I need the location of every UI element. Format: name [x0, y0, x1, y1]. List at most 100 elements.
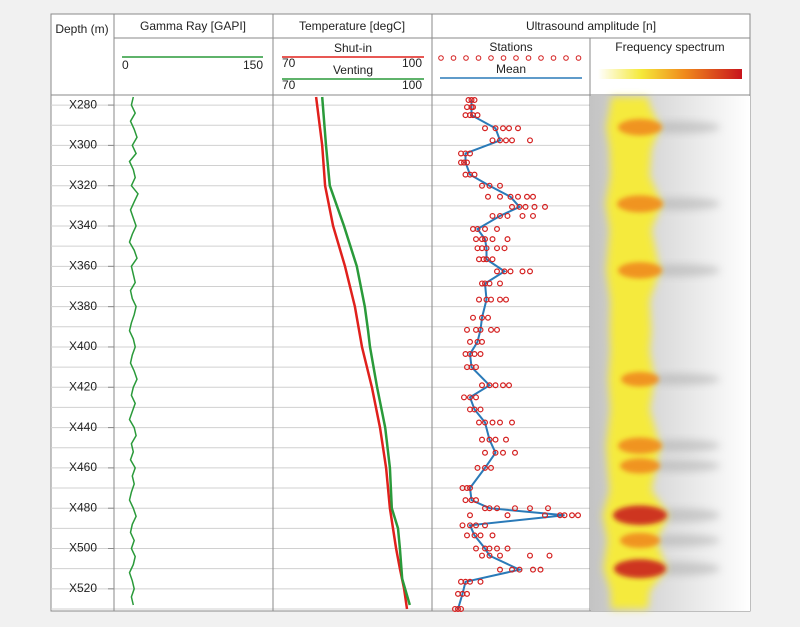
station-point — [529, 566, 536, 573]
station-point — [537, 566, 544, 573]
station-point — [467, 485, 474, 492]
station-point — [488, 296, 495, 303]
mean-line — [457, 100, 565, 610]
station-point — [482, 419, 489, 426]
station-point — [501, 245, 508, 252]
station-point — [529, 212, 536, 219]
station-point — [473, 236, 480, 243]
x-tick-label: 100 — [402, 56, 422, 70]
station-point — [511, 505, 518, 512]
station-point — [458, 605, 465, 612]
station-point — [477, 578, 484, 585]
legend-label: Mean — [496, 62, 526, 76]
station-point — [500, 382, 507, 389]
station-point — [516, 203, 523, 210]
y-tick-label: X520 — [69, 581, 97, 595]
station-point — [474, 464, 481, 471]
spectrum-peak — [620, 458, 660, 474]
legend-symbol — [475, 55, 482, 61]
station-point — [489, 137, 496, 144]
station-point — [509, 137, 516, 144]
station-point — [464, 159, 471, 166]
station-point — [574, 512, 581, 519]
spectrum-peak — [613, 505, 667, 525]
station-point — [506, 382, 513, 389]
station-point — [541, 203, 548, 210]
station-point — [526, 137, 533, 144]
station-point — [509, 566, 516, 573]
track-title: Ultrasound amplitude [n] — [526, 19, 656, 33]
x-tick-label: 70 — [282, 56, 296, 70]
station-point — [494, 226, 501, 233]
station-point — [497, 419, 504, 426]
y-tick-label: X440 — [69, 420, 97, 434]
station-point — [471, 171, 478, 178]
station-point — [474, 112, 481, 119]
station-point — [526, 505, 533, 512]
station-point — [541, 512, 548, 519]
station-point — [501, 268, 508, 275]
station-point — [507, 193, 514, 200]
station-point — [482, 226, 489, 233]
station-point — [503, 296, 510, 303]
station-point — [489, 419, 496, 426]
legend-symbol — [525, 55, 532, 61]
station-point — [497, 193, 504, 200]
station-point — [455, 605, 462, 612]
station-point — [494, 326, 501, 333]
station-point — [474, 226, 481, 233]
station-point — [514, 193, 521, 200]
legend-symbol — [575, 55, 582, 61]
station-point — [482, 449, 489, 456]
y-tick-label: X460 — [69, 460, 97, 474]
station-point — [494, 505, 501, 512]
spectrum-peak — [621, 371, 659, 387]
station-point — [492, 449, 499, 456]
station-point — [522, 203, 529, 210]
legend-label: Stations — [489, 40, 532, 54]
station-point — [504, 512, 511, 519]
station-point — [546, 552, 553, 559]
log-curve — [314, 96, 409, 610]
station-point — [467, 578, 474, 585]
station-point — [467, 112, 474, 119]
station-point — [482, 125, 489, 132]
station-point — [506, 125, 513, 132]
station-point — [459, 522, 466, 529]
station-point — [476, 419, 483, 426]
station-point — [471, 406, 478, 413]
station-point — [544, 505, 551, 512]
station-point — [477, 326, 484, 333]
station-point — [458, 159, 465, 166]
station-point — [476, 296, 483, 303]
station-point — [509, 419, 516, 426]
station-point — [479, 236, 486, 243]
legend-symbol — [563, 55, 569, 61]
x-tick-label: 70 — [282, 78, 296, 92]
station-point — [492, 382, 499, 389]
station-point — [568, 512, 575, 519]
station-point — [531, 203, 538, 210]
spectrum-band — [602, 97, 669, 609]
station-point — [479, 314, 486, 321]
station-point — [479, 338, 486, 345]
station-point — [452, 605, 459, 612]
station-point — [465, 97, 472, 104]
station-point — [519, 268, 526, 275]
y-tick-label: X360 — [69, 259, 97, 273]
y-tick-label: X480 — [69, 500, 97, 514]
station-point — [509, 203, 516, 210]
legend-symbol — [513, 55, 519, 61]
station-point — [470, 104, 477, 111]
station-point — [477, 351, 484, 358]
station-point — [485, 193, 492, 200]
station-point — [514, 125, 521, 132]
spectrum-peak — [620, 532, 660, 549]
station-point — [511, 449, 518, 456]
station-point — [500, 449, 507, 456]
station-point — [483, 245, 490, 252]
station-point — [467, 522, 474, 529]
station-point — [497, 296, 504, 303]
legend-symbol — [438, 55, 444, 61]
